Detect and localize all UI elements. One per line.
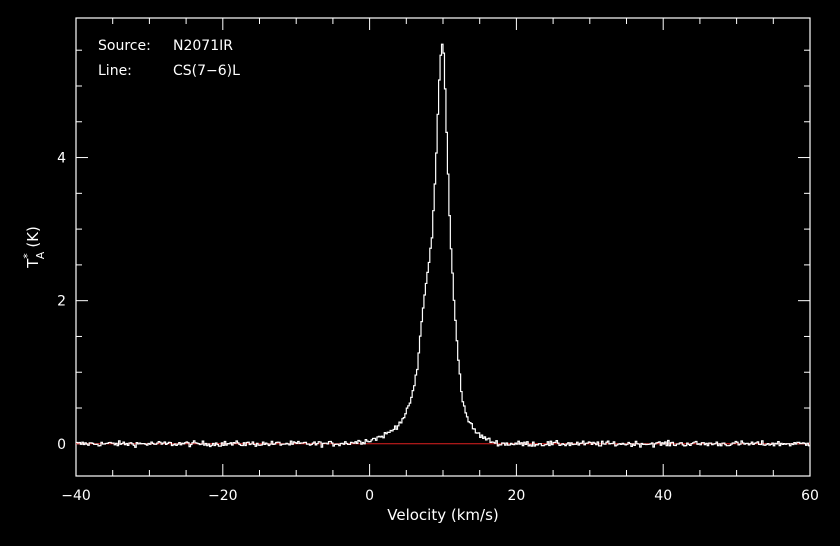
x-tick-label: 40 xyxy=(654,488,672,504)
y-tick-label: 4 xyxy=(57,151,66,167)
x-tick-label: 20 xyxy=(507,488,525,504)
y-axis-label-superscript: * xyxy=(21,253,34,259)
y-tick-label: 0 xyxy=(57,437,66,453)
annotation-block: Source: N2071IR Line: CS(7−6)L xyxy=(98,38,240,79)
annotation-source-value: N2071IR xyxy=(173,38,233,54)
major-ticks xyxy=(75,18,811,476)
spectrum-line xyxy=(76,43,810,448)
minor-ticks xyxy=(76,18,810,476)
y-tick-label: 2 xyxy=(57,294,66,310)
y-axis-label-subscript: A xyxy=(34,251,47,259)
y-tick-labels: 0 2 4 xyxy=(57,151,66,453)
x-tick-label: 60 xyxy=(801,488,819,504)
y-axis-label: T*A (K) xyxy=(21,226,47,269)
annotation-line-value: CS(7−6)L xyxy=(173,63,240,79)
x-tick-label: 0 xyxy=(365,488,374,504)
y-axis-label-symbol: T xyxy=(24,258,42,269)
x-tick-labels: −40 −20 0 20 40 60 xyxy=(61,488,819,504)
x-axis-label: Velocity (km/s) xyxy=(387,506,498,524)
y-axis-label-unit: (K) xyxy=(24,226,42,248)
svg-text:T*A(K): T*A (K) xyxy=(21,226,47,269)
x-tick-label: −20 xyxy=(208,488,238,504)
annotation-line-key: Line: xyxy=(98,63,132,79)
x-tick-label: −40 xyxy=(61,488,91,504)
annotation-source-key: Source: xyxy=(98,38,151,54)
